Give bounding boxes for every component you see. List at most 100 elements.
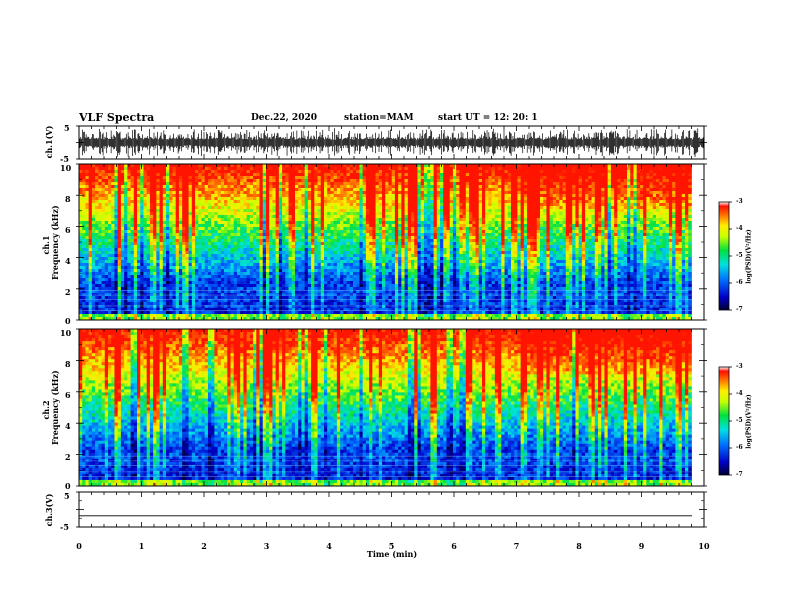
spectrogram-cell <box>346 203 351 207</box>
spectrogram-cell <box>291 302 296 306</box>
spectrogram-cell <box>372 173 376 177</box>
spectrogram-cell <box>278 308 283 312</box>
spectrogram-cell <box>230 272 235 276</box>
spectrogram-cell <box>307 272 312 276</box>
spectrogram-cell <box>304 239 309 243</box>
spectrogram-cell <box>372 242 376 246</box>
spectrogram-cell <box>362 296 367 300</box>
spectrogram-cell <box>375 296 380 300</box>
spectrogram-cell <box>172 164 177 168</box>
spectrogram-cell <box>346 188 351 192</box>
spectrogram-cell <box>149 164 154 168</box>
spectrogram-cell <box>159 299 164 303</box>
spectrogram-cell <box>336 266 341 270</box>
spectrogram-cell <box>356 230 360 234</box>
spectrogram-cell <box>227 263 231 267</box>
spectrogram-cell <box>275 215 280 219</box>
spectrogram-cell <box>327 182 331 186</box>
spectrogram-cell <box>198 263 202 267</box>
spectrogram-cell <box>195 251 199 255</box>
spectrogram-cell <box>285 239 289 243</box>
spectrogram-cell <box>291 230 296 234</box>
spectrogram-cell <box>182 206 186 210</box>
spectrogram-cell <box>269 179 273 183</box>
spectrogram-cell <box>333 194 338 198</box>
spectrogram-cell <box>282 200 286 204</box>
spectrogram-cell <box>314 200 318 204</box>
spectrogram-cell <box>353 299 357 303</box>
spectrogram-cell <box>88 164 93 168</box>
spectrogram-cell <box>256 194 260 198</box>
spectrogram-cell <box>227 200 231 204</box>
spectrogram-cell <box>349 224 354 228</box>
spectrogram-cell <box>127 245 131 249</box>
spectrogram-cell <box>259 182 264 186</box>
spectrogram-cell <box>101 215 106 219</box>
spectrogram-cell <box>324 230 328 234</box>
spectrogram-cell <box>291 206 296 210</box>
spectrogram-cell <box>117 266 122 270</box>
spectrogram-cell <box>178 275 183 279</box>
spectrogram-cell <box>311 215 315 219</box>
spectrogram-cell <box>324 197 328 201</box>
spectrogram-cell <box>304 299 309 303</box>
spectrogram-cell <box>143 299 148 303</box>
spectrogram-cell <box>162 299 167 303</box>
spectrogram-cell <box>346 290 351 294</box>
spectrogram-cell <box>169 314 173 318</box>
spectrogram-cell <box>185 233 189 237</box>
spectrogram-cell <box>311 224 315 228</box>
spectrogram-cell <box>233 299 238 303</box>
spectrogram-cell <box>365 239 370 243</box>
spectrogram-cell <box>156 218 160 222</box>
spectrogram-cell <box>375 176 380 180</box>
spectrogram-cell <box>294 194 299 198</box>
spectrogram-cell <box>243 194 247 198</box>
spectrogram-cell <box>146 200 151 204</box>
spectrogram-cell <box>143 206 148 210</box>
spectrogram-cell <box>301 287 305 291</box>
spectrogram-cell <box>162 296 167 300</box>
spectrogram-cell <box>378 203 383 207</box>
spectrogram-cell <box>220 287 225 291</box>
spectrogram-cell <box>259 170 264 174</box>
spectrogram-cell <box>336 167 341 171</box>
spectrogram-cell <box>146 296 151 300</box>
spectrogram-cell <box>259 188 264 192</box>
spectrogram-cell <box>298 173 302 177</box>
spectrogram-cell <box>201 308 206 312</box>
spectrogram-cell <box>301 191 305 195</box>
spectrogram-cell <box>336 245 341 249</box>
spectrogram-cell <box>359 188 364 192</box>
spectrogram-cell <box>369 206 373 210</box>
spectrogram-cell <box>246 191 251 195</box>
spectrogram-cell <box>82 278 86 282</box>
spectrogram-cell <box>127 206 131 210</box>
spectrogram-cell <box>114 224 119 228</box>
spectrogram-cell <box>372 305 376 309</box>
spectrogram-cell <box>201 215 206 219</box>
spectrogram-cell <box>324 299 328 303</box>
spectrogram-cell <box>169 266 173 270</box>
spectrogram-cell <box>130 299 135 303</box>
spectrogram-cell <box>153 260 157 264</box>
spectrogram-cell <box>188 188 193 192</box>
spectrogram-cell <box>85 317 90 321</box>
spectrogram-cell <box>220 263 225 267</box>
spectrogram-cell <box>336 302 341 306</box>
spectrogram-cell <box>104 293 109 297</box>
spectrogram-cell <box>178 248 183 252</box>
spectrogram-cell <box>143 281 148 285</box>
spectrogram-cell <box>291 182 296 186</box>
spectrogram-cell <box>127 308 131 312</box>
spectrogram-cell <box>95 215 99 219</box>
spectrogram-cell <box>159 194 164 198</box>
spectrogram-cell <box>159 281 164 285</box>
spectrogram-cell <box>117 236 122 240</box>
spectrogram-cell <box>172 194 177 198</box>
spectrogram-cell <box>233 293 238 297</box>
spectrogram-cell <box>298 302 302 306</box>
spectrogram-cell <box>282 194 286 198</box>
spectrogram-cell <box>301 251 305 255</box>
spectrogram-cell <box>330 197 335 201</box>
